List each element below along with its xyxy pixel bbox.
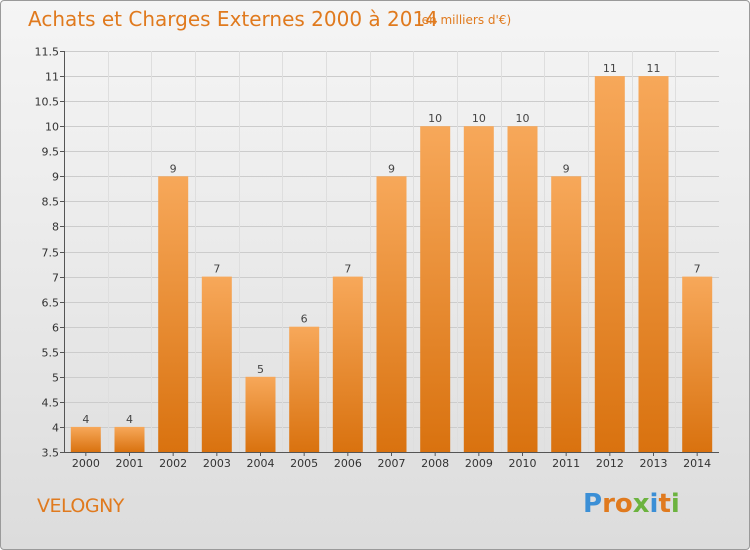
data-label: 7 [344, 263, 351, 276]
y-tick-label: 10.5 [35, 96, 60, 109]
data-label: 11 [647, 62, 661, 75]
bar-2004 [245, 376, 276, 452]
y-tick-label: 7 [52, 272, 59, 285]
bar-2009 [463, 126, 494, 452]
logo-letter: P [583, 489, 603, 519]
y-tick-label: 11.5 [35, 46, 60, 59]
data-label: 9 [563, 162, 570, 175]
y-tick-label: 4.5 [42, 397, 60, 410]
bar-2011 [551, 176, 582, 453]
x-tick-label: 2003 [203, 457, 231, 470]
bar-2008 [420, 126, 451, 452]
data-label: 11 [603, 62, 617, 75]
x-tick-label: 2004 [247, 457, 275, 470]
logo-letter: t [658, 489, 671, 519]
bar-2001 [114, 426, 145, 452]
x-tick-label: 2001 [116, 457, 144, 470]
data-label: 9 [170, 162, 177, 175]
x-tick-label: 2000 [72, 457, 100, 470]
data-label: 10 [428, 112, 442, 125]
x-tick-label: 2002 [159, 457, 187, 470]
data-label: 5 [257, 363, 264, 376]
x-tick-label: 2014 [683, 457, 711, 470]
bar-2010 [507, 126, 538, 452]
x-tick-label: 2012 [596, 457, 624, 470]
x-tick-label: 2005 [290, 457, 318, 470]
y-tick-label: 8 [52, 221, 59, 234]
y-tick-label: 9.5 [42, 146, 60, 159]
data-label: 7 [213, 263, 220, 276]
y-tick-label: 9 [52, 171, 59, 184]
bars [70, 76, 713, 453]
data-label: 10 [472, 112, 486, 125]
y-tick-label: 5.5 [42, 347, 60, 360]
axes: 3.5 4 4.5 5 5.5 6 6.5 7 7.5 8 8.5 9 9.5 10 10.5 11 11.5 2… [35, 46, 719, 470]
y-tick-label: 6.5 [42, 297, 60, 310]
bar-2005 [289, 326, 320, 452]
y-tick-label: 11 [45, 71, 59, 84]
data-label: 4 [126, 413, 133, 426]
y-tick-label: 7.5 [42, 247, 60, 260]
data-label: 10 [516, 112, 530, 125]
y-tick-label: 8.5 [42, 196, 60, 209]
x-tick-label: 2009 [465, 457, 493, 470]
x-tick-label: 2006 [334, 457, 362, 470]
bar-2006 [332, 276, 363, 452]
bar-2000 [70, 426, 101, 452]
data-label: 9 [388, 162, 395, 175]
bar-2003 [201, 276, 232, 452]
y-tick-label: 3.5 [42, 447, 60, 460]
logo-letter: x [632, 489, 650, 519]
x-tick-label: 2010 [509, 457, 537, 470]
y-tick-label: 5 [52, 372, 59, 385]
data-label: 4 [82, 413, 89, 426]
y-tick-label: 10 [45, 121, 59, 134]
bar-2012 [594, 76, 625, 452]
data-labels: 4 4 9 7 5 6 7 9 10 10 10 9 11 11 7 [82, 62, 700, 426]
x-tick-label: 2011 [552, 457, 580, 470]
chart-title: Achats et Charges Externes 2000 à 2014 [28, 7, 438, 31]
y-tick-label: 4 [52, 422, 59, 435]
bar-2013 [638, 76, 669, 452]
y-tick-label: 6 [52, 322, 59, 335]
logo-letter: i [649, 489, 659, 519]
x-tick-label: 2007 [378, 457, 406, 470]
chart-subtitle: (en milliers d'€) [417, 13, 512, 27]
commune-name: VELOGNY [37, 495, 124, 517]
bar-2007 [376, 176, 407, 453]
x-tick-label: 2013 [640, 457, 668, 470]
data-label: 6 [301, 313, 308, 326]
logo-letter: o [614, 489, 633, 519]
x-tick-label: 2008 [421, 457, 449, 470]
proxiti-logo: Proxiti [583, 489, 680, 519]
logo-letter: r [602, 489, 615, 519]
logo-letter: i [670, 489, 680, 519]
bar-2002 [158, 176, 189, 453]
data-label: 7 [694, 263, 701, 276]
bar-2014 [682, 276, 713, 452]
